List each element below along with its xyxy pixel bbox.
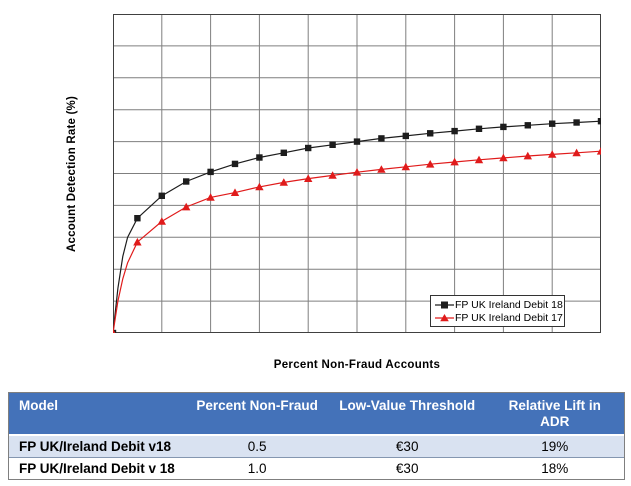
marker-triangle-icon [352, 168, 362, 176]
legend-entry-debit-17: FP UK Ireland Debit 17 [435, 311, 563, 324]
table-row-0: FP UK/Ireland Debit v18 0.5 €30 19% [9, 436, 624, 458]
marker-triangle-icon [377, 165, 386, 173]
cell-low-value-threshold: €30 [395, 461, 419, 476]
marker-triangle-icon [206, 193, 215, 201]
column-header-relative-lift-adr: Relative Lift in ADR [508, 398, 601, 429]
marker-square-icon [305, 144, 312, 152]
series-line-triangle [113, 150, 601, 333]
marker-triangle-icon [328, 171, 337, 179]
marker-triangle-icon [157, 217, 166, 225]
marker-square-icon [183, 178, 190, 185]
cell-percent-non-fraud: 0.5 [247, 439, 267, 454]
cell-model: FP UK/Ireland Debit v18 [19, 439, 172, 454]
marker-triangle-icon [474, 155, 484, 164]
cell-relative-lift: 19% [541, 439, 569, 454]
marker-triangle-icon [450, 157, 459, 166]
column-header-model: Model [19, 398, 58, 413]
x-axis-label: Percent Non-Fraud Accounts [273, 359, 441, 371]
cell-percent-non-fraud: 1.0 [247, 461, 267, 476]
column-header-low-value-threshold: Low-Value Threshold [339, 398, 476, 413]
y-axis-label: Account Detection Rate (%) [66, 95, 78, 252]
marker-triangle-icon [401, 162, 410, 171]
marker-triangle-icon [230, 188, 240, 196]
marker-triangle-icon [182, 202, 191, 211]
marker-square-icon [256, 154, 263, 161]
legend-label: FP UK Ireland Debit 17 [455, 311, 563, 324]
marker-square-icon [134, 215, 141, 222]
marker-square-icon [231, 160, 239, 168]
column-header-percent-non-fraud: Percent Non-Fraud [196, 398, 318, 413]
marker-triangle-icon [572, 148, 581, 157]
legend-triangle-marker-icon [435, 313, 454, 321]
cell-model: FP UK/Ireland Debit v 18 [19, 461, 175, 476]
marker-square-icon [402, 132, 409, 140]
legend-label: FP UK Ireland Debit 18 [455, 298, 563, 311]
marker-square-icon [329, 141, 336, 148]
chart-plot [113, 14, 601, 333]
marker-triangle-icon [523, 151, 532, 160]
cell-relative-lift: 18% [541, 461, 569, 476]
chart-plot-area [113, 14, 601, 333]
results-table: Model Percent Non-Fraud Low-Value Thresh… [8, 392, 625, 480]
marker-triangle-icon [279, 178, 288, 186]
marker-square-icon [549, 120, 556, 127]
chart-legend: FP UK Ireland Debit 18 FP UK Ireland Deb… [430, 295, 565, 327]
table-row-1: FP UK/Ireland Debit v 18 1.0 €30 18% [9, 458, 624, 479]
marker-triangle-icon [304, 174, 313, 182]
marker-square-icon [427, 130, 434, 137]
marker-square-icon [451, 127, 458, 135]
marker-square-icon [475, 125, 483, 132]
marker-square-icon [158, 192, 165, 199]
marker-square-icon [524, 122, 531, 129]
marker-square-icon [280, 149, 287, 156]
marker-square-icon [353, 138, 361, 145]
marker-square-icon [207, 168, 214, 176]
cell-low-value-threshold: €30 [395, 439, 419, 454]
marker-square-icon [597, 118, 601, 125]
table-header-row: Model Percent Non-Fraud Low-Value Thresh… [9, 393, 624, 436]
marker-square-icon [378, 135, 385, 142]
legend-square-marker-icon [435, 301, 454, 308]
marker-triangle-icon [426, 160, 435, 168]
marker-triangle-icon [499, 153, 508, 162]
marker-triangle-icon [255, 182, 264, 191]
marker-triangle-icon [548, 150, 557, 158]
y-axis-label-wrap: Account Detection Rate (%) [58, 14, 86, 333]
marker-square-icon [113, 329, 117, 333]
plot-border [113, 14, 601, 333]
legend-entry-debit-18: FP UK Ireland Debit 18 [435, 298, 563, 311]
marker-square-icon [500, 123, 507, 131]
marker-triangle-icon [133, 237, 142, 246]
marker-square-icon [573, 119, 580, 126]
